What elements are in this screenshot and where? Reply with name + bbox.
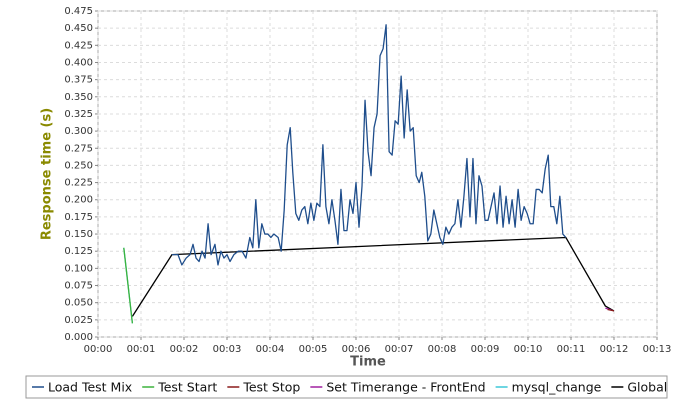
y-tick-label: 0.350 xyxy=(64,92,93,103)
y-tick-label: 0.175 xyxy=(64,212,93,223)
x-tick-label: 00:00 xyxy=(84,344,113,355)
series-line xyxy=(171,24,567,266)
y-axis-label: Response time (s) xyxy=(40,108,55,240)
x-axis-label: Time xyxy=(350,355,386,370)
y-tick-label: 0.100 xyxy=(64,263,93,274)
y-tick-label: 0.275 xyxy=(64,143,93,154)
x-tick-label: 00:05 xyxy=(299,344,328,355)
legend xyxy=(25,375,668,399)
y-tick-label: 0.025 xyxy=(64,315,93,326)
x-tick-label: 00:09 xyxy=(471,344,500,355)
series-line xyxy=(607,308,615,312)
y-tick-label: 0.150 xyxy=(64,229,93,240)
y-tick-label: 0.475 xyxy=(64,6,93,17)
y-tick-label: 0.425 xyxy=(64,40,93,51)
x-tick-label: 00:08 xyxy=(428,344,457,355)
x-tick-label: 00:02 xyxy=(170,344,199,355)
x-tick-label: 00:03 xyxy=(213,344,242,355)
y-tick-label: 0.000 xyxy=(64,332,93,343)
x-tick-label: 00:12 xyxy=(600,344,629,355)
y-tick-label: 0.250 xyxy=(64,160,93,171)
series-line xyxy=(123,247,134,324)
x-tick-label: 00:11 xyxy=(557,344,586,355)
legend-label: Test Start xyxy=(157,380,217,395)
y-tick-label: 0.075 xyxy=(64,281,93,292)
y-tick-label: 0.325 xyxy=(64,109,93,120)
y-tick-label: 0.375 xyxy=(64,75,93,86)
legend-label: Global xyxy=(627,380,667,395)
x-tick-label: 00:13 xyxy=(643,344,672,355)
x-tick-label: 00:04 xyxy=(256,344,285,355)
legend-label: Test Stop xyxy=(242,380,300,395)
y-tick-label: 0.125 xyxy=(64,246,93,257)
y-tick-label: 0.050 xyxy=(64,298,93,309)
x-tick-label: 00:01 xyxy=(127,344,156,355)
y-tick-label: 0.200 xyxy=(64,195,93,206)
y-tick-label: 0.450 xyxy=(64,23,93,34)
plot-area xyxy=(97,10,658,338)
legend-label: mysql_change xyxy=(512,380,602,395)
y-tick-label: 0.400 xyxy=(64,57,93,68)
y-tick-label: 0.300 xyxy=(64,126,93,137)
x-tick-label: 00:10 xyxy=(514,344,543,355)
y-tick-label: 0.225 xyxy=(64,178,93,189)
x-tick-label: 00:07 xyxy=(385,344,414,355)
legend-label: Load Test Mix xyxy=(48,380,132,395)
legend-label: Set Timerange - FrontEnd xyxy=(326,380,485,395)
x-tick-label: 00:06 xyxy=(342,344,371,355)
